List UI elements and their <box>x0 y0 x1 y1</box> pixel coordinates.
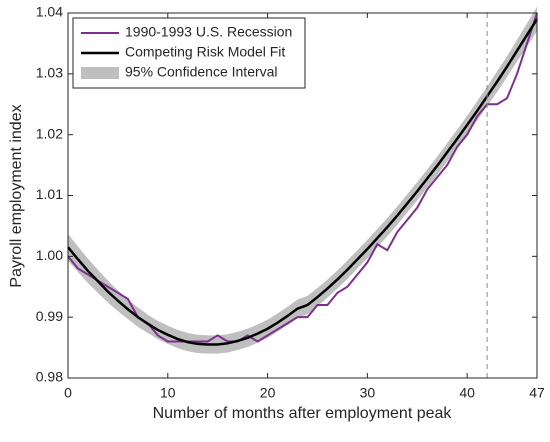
y-tick-label: 1.04 <box>36 4 63 20</box>
y-axis-label: Payroll employment index <box>8 104 25 287</box>
legend-label: 1990-1993 U.S. Recession <box>125 24 292 40</box>
y-tick-label: 1.00 <box>36 247 63 263</box>
y-tick-label: 0.98 <box>36 369 63 385</box>
series-line <box>67 18 539 346</box>
x-tick-label: 20 <box>260 385 276 401</box>
x-axis-label: Number of months after employment peak <box>153 405 453 422</box>
legend-swatch <box>81 67 119 79</box>
x-tick-label: 10 <box>160 385 176 401</box>
x-tick-label: 47 <box>529 385 545 401</box>
y-tick-label: 1.03 <box>36 65 63 81</box>
y-tick-label: 1.02 <box>36 125 63 141</box>
y-tick-label: 0.99 <box>36 308 63 324</box>
y-tick-label: 1.01 <box>36 186 63 202</box>
legend-label: 95% Confidence Interval <box>125 64 278 80</box>
x-tick-label: 30 <box>360 385 376 401</box>
x-tick-label: 40 <box>459 385 475 401</box>
x-tick-label: 0 <box>64 385 72 401</box>
legend-label: Competing Risk Model Fit <box>125 44 285 60</box>
